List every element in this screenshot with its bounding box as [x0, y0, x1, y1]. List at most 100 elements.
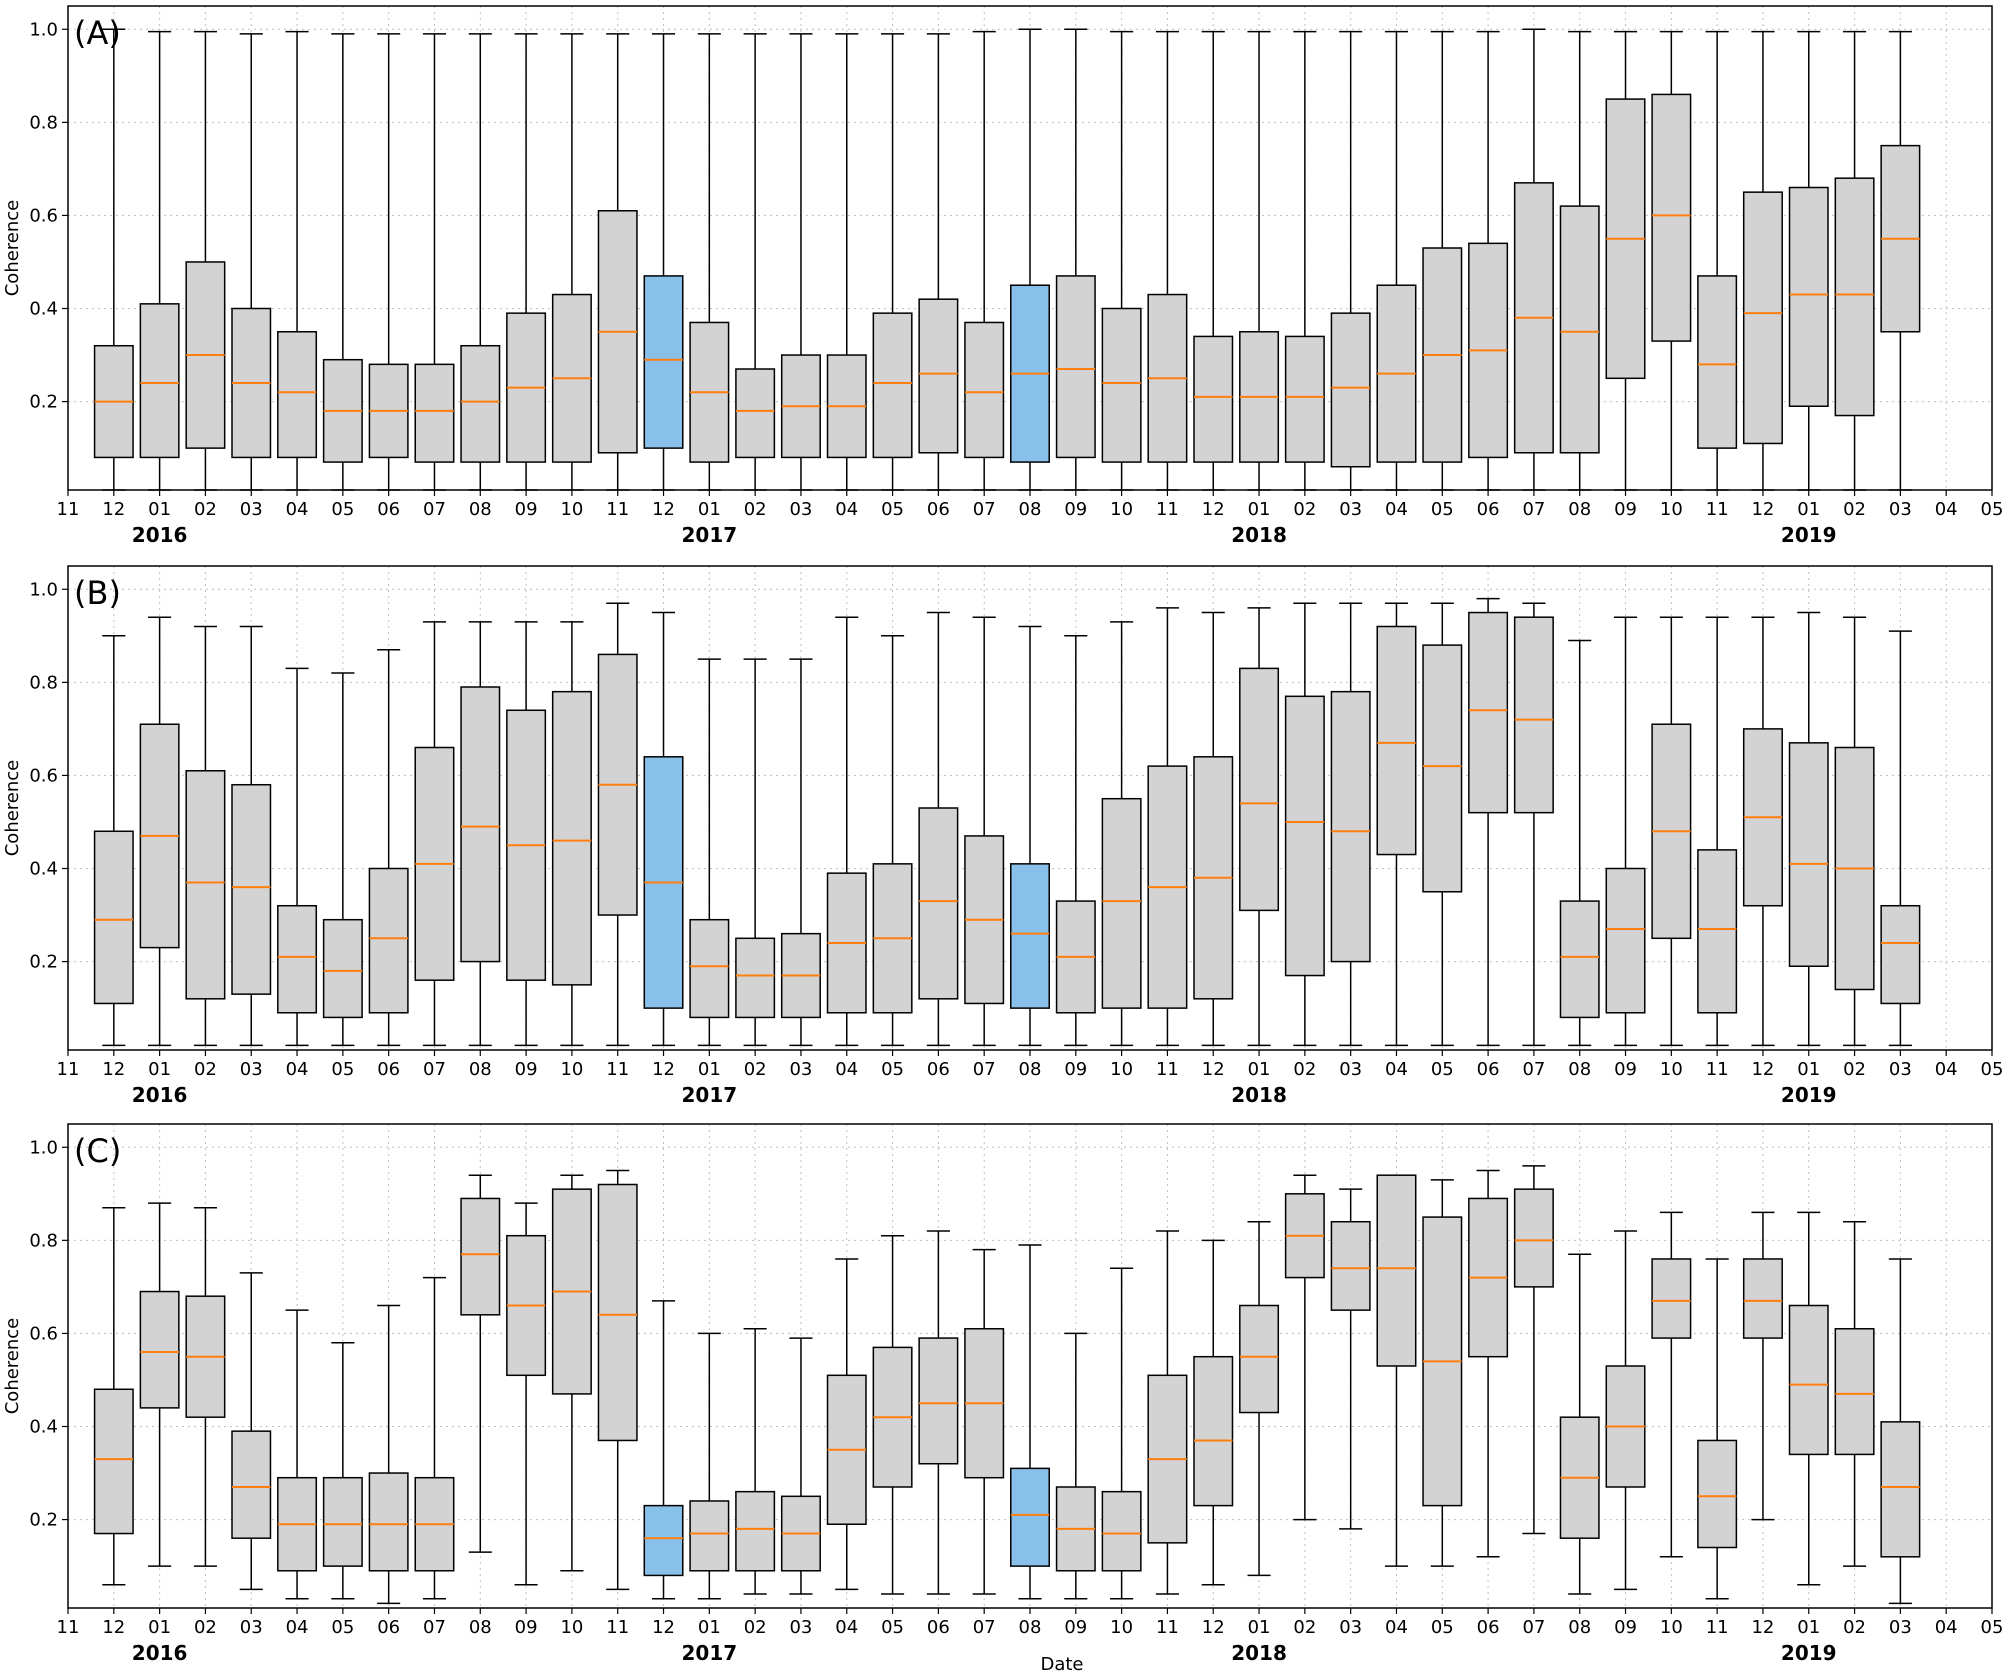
- x-tick-label: 02: [1843, 1059, 1866, 1080]
- box-2017-05: [872, 1234, 913, 1595]
- x-tick-label: 02: [194, 1059, 217, 1080]
- box-body: [1422, 644, 1463, 893]
- box-body: [1605, 867, 1646, 1014]
- box-2016-07: [414, 621, 455, 1047]
- x-tick-label: 12: [652, 1059, 675, 1080]
- box-body: [322, 918, 363, 1019]
- x-tick-label: 12: [1202, 1617, 1225, 1638]
- box-body: [322, 1476, 363, 1567]
- x-tick-label: 05: [331, 1059, 354, 1080]
- x-tick-label: 11: [606, 1617, 629, 1638]
- box-2018-07: [1513, 28, 1554, 491]
- box-2016-02: [185, 30, 226, 491]
- x-tick-label: 10: [1110, 499, 1133, 520]
- box-body: [1010, 863, 1050, 1009]
- box-body: [689, 918, 730, 1019]
- year-label: 2019: [1781, 1083, 1837, 1107]
- box-body: [231, 783, 272, 995]
- year-label: 2018: [1231, 523, 1287, 547]
- box-body: [1284, 695, 1325, 977]
- box-2016-08: [460, 1174, 501, 1553]
- y-tick-label: 0.4: [29, 859, 58, 880]
- box-2016-06: [368, 33, 409, 491]
- x-tick-label: 05: [881, 1617, 904, 1638]
- box-body: [1834, 177, 1875, 417]
- box-2016-08: [460, 33, 501, 491]
- box-body: [1101, 307, 1142, 463]
- box-2017-11: [1147, 30, 1188, 491]
- box-2016-09: [506, 1202, 547, 1586]
- x-tick-label: 11: [1156, 1059, 1179, 1080]
- x-tick-label: 02: [194, 499, 217, 520]
- x-tick-label: 01: [1248, 499, 1271, 520]
- x-tick-label: 12: [652, 1617, 675, 1638]
- year-label: 2019: [1781, 1641, 1837, 1665]
- box-body: [1697, 849, 1738, 1014]
- box-2016-07: [414, 1276, 455, 1600]
- x-tick-label: 07: [1522, 1059, 1545, 1080]
- box-2016-10: [551, 1174, 592, 1572]
- box-body: [872, 312, 913, 459]
- x-tick-label: 06: [927, 499, 950, 520]
- box-2017-07: [964, 30, 1005, 491]
- x-tick-label: 12: [1751, 499, 1774, 520]
- box-body: [964, 321, 1005, 459]
- box-2016-12: [643, 611, 684, 1047]
- box-2019-03: [1880, 630, 1921, 1047]
- box-2017-09: [1055, 635, 1096, 1047]
- box-2017-12: [1193, 1239, 1234, 1586]
- box-2017-02: [735, 658, 776, 1047]
- box-body: [368, 1472, 409, 1572]
- box-body: [1468, 611, 1509, 814]
- box-2017-03: [780, 33, 821, 491]
- box-2018-11: [1697, 1258, 1738, 1600]
- box-body: [460, 686, 501, 963]
- box-2019-01: [1788, 30, 1829, 491]
- x-tick-label: 07: [973, 1617, 996, 1638]
- x-tick-label: 06: [927, 1617, 950, 1638]
- box-2015-12: [93, 1207, 134, 1586]
- box-2018-09: [1605, 616, 1646, 1047]
- x-tick-label: 07: [1522, 1617, 1545, 1638]
- box-2018-06: [1468, 1169, 1509, 1558]
- y-tick-label: 0.2: [29, 1510, 58, 1531]
- box-2018-01: [1239, 30, 1280, 491]
- panel-label: (A): [74, 14, 121, 52]
- x-tick-label: 08: [469, 1059, 492, 1080]
- box-body: [1193, 1355, 1234, 1507]
- x-tick-label: 09: [1614, 499, 1637, 520]
- plot-frame: [67, 565, 1993, 1051]
- box-2018-06: [1468, 597, 1509, 1047]
- year-label: 2018: [1231, 1641, 1287, 1665]
- x-tick-label: 10: [1660, 1617, 1683, 1638]
- x-tick-label: 07: [423, 499, 446, 520]
- box-2017-11: [1147, 607, 1188, 1047]
- box-2018-10: [1651, 30, 1692, 491]
- box-body: [93, 830, 134, 1005]
- x-tick-label: 08: [1019, 1059, 1042, 1080]
- box-2019-01: [1788, 1211, 1829, 1586]
- box-body: [1697, 1439, 1738, 1549]
- box-2016-02: [185, 625, 226, 1047]
- box-body: [139, 303, 180, 459]
- box-2018-01: [1239, 1220, 1280, 1577]
- box-body: [1010, 1467, 1050, 1567]
- box-2016-04: [277, 667, 318, 1047]
- box-2019-02: [1834, 30, 1875, 491]
- year-label: 2016: [132, 1083, 188, 1107]
- box-body: [1376, 625, 1417, 856]
- y-axis-label: Coherence: [2, 760, 23, 857]
- box-2018-08: [1559, 30, 1600, 491]
- x-tick-label: 01: [1797, 1617, 1820, 1638]
- x-tick-label: 04: [835, 499, 858, 520]
- y-tick-label: 0.8: [29, 112, 58, 133]
- box-2016-09: [506, 621, 547, 1047]
- box-body: [918, 1337, 959, 1465]
- box-2019-03: [1880, 1258, 1921, 1605]
- box-body: [277, 904, 318, 1014]
- box-body: [689, 1500, 730, 1572]
- box-2017-03: [780, 658, 821, 1047]
- box-2017-09: [1055, 28, 1096, 491]
- year-label: 2017: [681, 523, 737, 547]
